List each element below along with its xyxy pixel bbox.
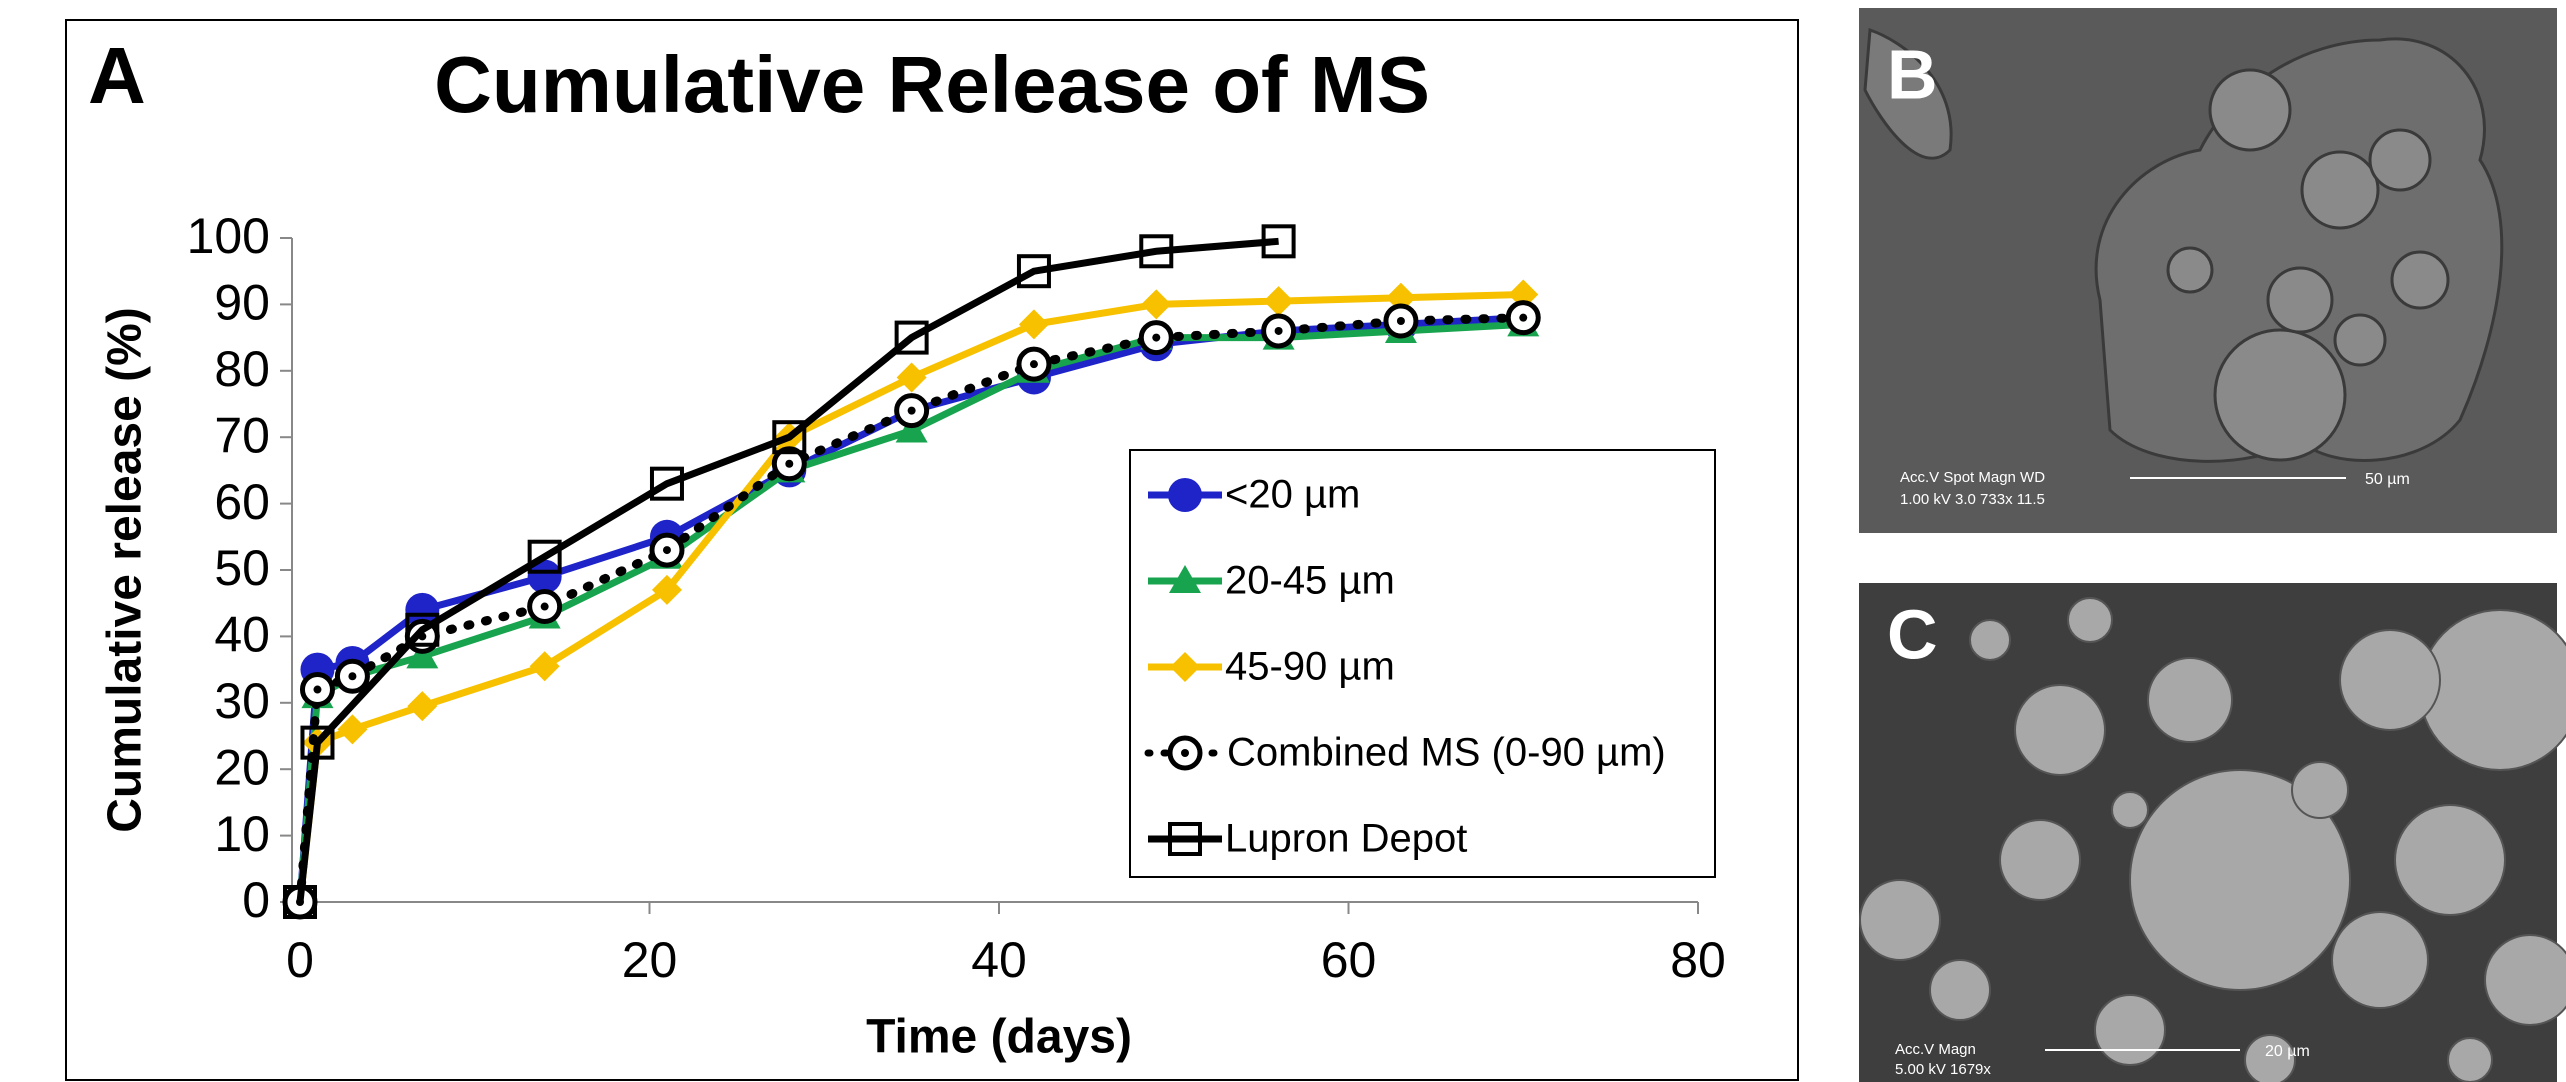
marker: [1386, 306, 1416, 336]
y-tick-label: 70: [214, 407, 270, 463]
marker-dot: [1030, 360, 1038, 368]
marker-dot: [1181, 749, 1189, 757]
y-tick-label: 0: [242, 872, 270, 928]
marker: [1019, 349, 1049, 379]
marker: [652, 535, 682, 565]
marker-dot: [1397, 317, 1405, 325]
marker: [1508, 303, 1538, 333]
marker-dot: [1275, 327, 1283, 335]
scale-bar-label: 50 µm: [2365, 471, 2410, 488]
x-tick-label: 80: [1670, 932, 1726, 988]
image-info: Acc.V Spot Magn WD: [1900, 469, 2045, 486]
image-info: Acc.V Magn: [1895, 1041, 1976, 1058]
legend: <20 µm 20-45 µm 45-90 µm Combined MS (0-90 …: [1130, 450, 1715, 877]
sem-image-b: B Acc.V Spot Magn WD 1.00 kV 3.0 733x 11…: [1859, 8, 2557, 533]
y-tick-label: 50: [214, 540, 270, 596]
marker-dot: [785, 460, 793, 468]
y-tick-label: 30: [214, 673, 270, 729]
marker-dot: [1152, 334, 1160, 342]
figure: A Cumulative Release of MS Time (days) C…: [0, 0, 2566, 1082]
x-axis-title: Time (days): [866, 1011, 1132, 1064]
marker: [337, 661, 367, 691]
y-tick-label: 60: [214, 474, 270, 530]
legend-label: 20-45 µm: [1225, 559, 1395, 603]
panel-label: A: [88, 31, 146, 120]
marker-dot: [313, 686, 321, 694]
marker-dot: [663, 546, 671, 554]
marker: [530, 592, 560, 622]
sem-image-c: C Acc.V Magn 5.00 kV 1679x 20 µm: [1859, 583, 2566, 1082]
image-label: B: [1887, 35, 1938, 113]
marker: [1141, 323, 1171, 353]
x-tick-label: 40: [971, 932, 1027, 988]
marker: [1170, 738, 1200, 768]
marker: [1264, 316, 1294, 346]
chart-title: Cumulative Release of MS: [434, 40, 1430, 129]
y-tick-label: 10: [214, 806, 270, 862]
legend-label: 45-90 µm: [1225, 645, 1395, 689]
scale-bar-label: 20 µm: [2265, 1043, 2310, 1060]
marker: [897, 396, 927, 426]
x-tick-label: 20: [622, 932, 678, 988]
legend-label: Combined MS (0-90 µm): [1227, 731, 1666, 775]
y-tick-label: 40: [214, 607, 270, 663]
x-tick-label: 0: [286, 932, 314, 988]
page: A Cumulative Release of MS Time (days) C…: [0, 0, 2566, 1082]
y-tick-label: 80: [214, 341, 270, 397]
y-tick-label: 100: [187, 208, 270, 264]
y-tick-label: 90: [214, 275, 270, 331]
marker-dot: [1519, 314, 1527, 322]
image-info: 5.00 kV 1679x: [1895, 1061, 1991, 1078]
legend-label: Lupron Depot: [1225, 817, 1467, 861]
y-axis-title: Cumulative release (%): [99, 307, 152, 833]
legend-label: <20 µm: [1225, 473, 1360, 517]
image-info: 1.00 kV 3.0 733x 11.5: [1900, 491, 2045, 508]
marker: [1168, 478, 1202, 512]
marker: [302, 675, 332, 705]
marker-dot: [908, 407, 916, 415]
x-tick-label: 60: [1321, 932, 1377, 988]
marker-dot: [348, 672, 356, 680]
image-label: C: [1887, 595, 1938, 673]
y-tick-label: 20: [214, 739, 270, 795]
marker-dot: [541, 603, 549, 611]
